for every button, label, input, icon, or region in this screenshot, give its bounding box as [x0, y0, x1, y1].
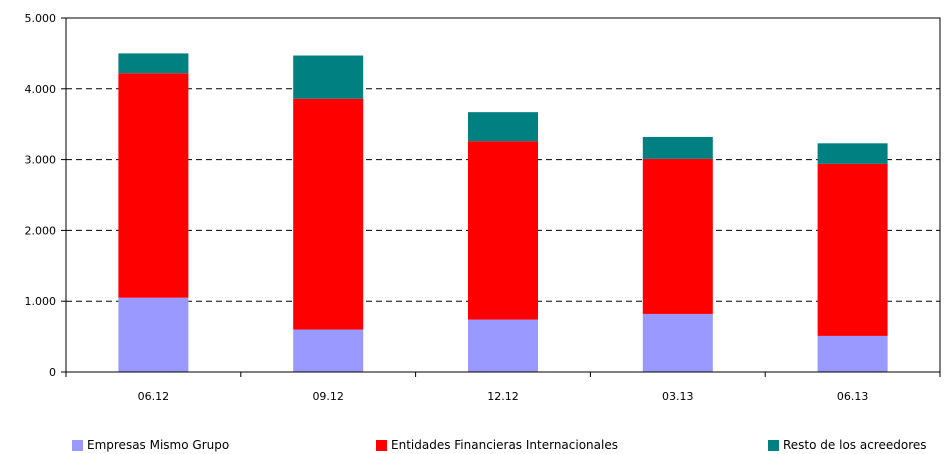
- legend-swatch-entidades: [376, 439, 387, 451]
- bar-segment: [817, 335, 888, 372]
- legend-swatch-resto: [768, 439, 779, 451]
- bars: [118, 53, 888, 372]
- bar-segment: [118, 297, 189, 372]
- bar-segment: [817, 163, 888, 336]
- y-tick-label: 3.000: [25, 154, 57, 167]
- bar-segment: [642, 313, 713, 372]
- bar-segment: [293, 329, 364, 372]
- legend-item-entidades: Entidades Financieras Internacionales: [376, 438, 618, 452]
- bar-segment: [817, 143, 888, 164]
- x-tick-label: 03.13: [662, 390, 694, 403]
- bar-segment: [293, 98, 364, 330]
- legend-item-resto: Resto de los acreedores: [768, 438, 927, 452]
- axes: [61, 17, 941, 377]
- x-tick-label: 12.12: [487, 390, 519, 403]
- y-axis-ticks: 0 1.000 2.000 3.000 4.000 5.000: [25, 12, 57, 379]
- legend-swatch-empresas: [72, 439, 83, 451]
- bar-segment: [468, 319, 538, 372]
- legend: Empresas Mismo Grupo Entidades Financier…: [0, 438, 949, 454]
- bar-segment: [642, 136, 713, 159]
- x-tick-label: 06.13: [837, 390, 869, 403]
- legend-label-resto: Resto de los acreedores: [783, 438, 927, 452]
- legend-label-entidades: Entidades Financieras Internacionales: [391, 438, 618, 452]
- bar-segment: [468, 141, 538, 320]
- x-tick-label: 09.12: [312, 390, 344, 403]
- bar-segment: [468, 112, 538, 142]
- bar-segment: [118, 73, 189, 298]
- legend-item-empresas: Empresas Mismo Grupo: [72, 438, 229, 452]
- bar-segment: [118, 53, 189, 74]
- bar-segment: [642, 158, 713, 314]
- y-tick-label: 0: [49, 366, 56, 379]
- x-axis-ticks: 06.12 09.12 12.12 03.13 06.13: [138, 390, 869, 403]
- y-tick-label: 2.000: [25, 224, 57, 237]
- legend-label-empresas: Empresas Mismo Grupo: [87, 438, 230, 452]
- y-tick-label: 5.000: [25, 12, 57, 25]
- plot-frame: [65, 17, 941, 373]
- y-tick-label: 4.000: [25, 83, 57, 96]
- x-tick-label: 06.12: [138, 390, 170, 403]
- y-tick-label: 1.000: [25, 295, 57, 308]
- bar-segment: [293, 55, 364, 99]
